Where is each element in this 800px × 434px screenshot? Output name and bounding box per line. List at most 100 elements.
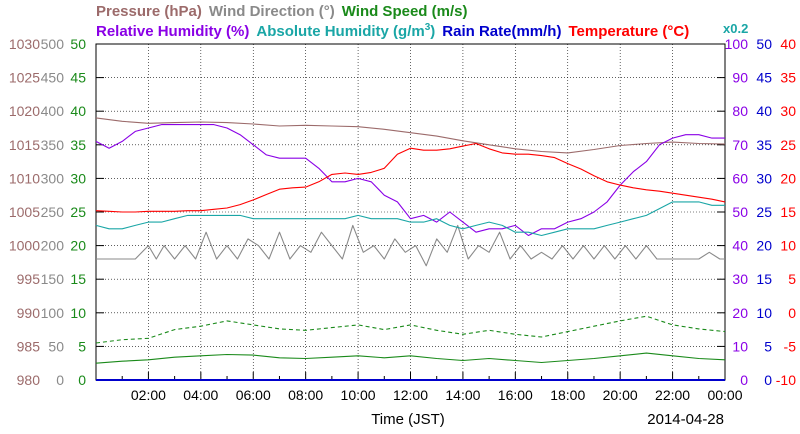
y-tick-label-rain-rate: 35 (756, 137, 772, 153)
y-tick-label-temperature: 40 (780, 36, 796, 52)
date-label: 2014-04-28 (647, 411, 724, 428)
y-tick-label-pressure: 985 (17, 338, 41, 354)
y-tick-label-wind-direction: 100 (41, 305, 65, 321)
x-tick-label: 06:00 (236, 387, 271, 403)
y-tick-label-pressure: 980 (17, 372, 41, 388)
x-tick-label: 16:00 (498, 387, 533, 403)
series-line-absolute-humidity-g-m3 (95, 201, 725, 237)
y-tick-label-temperature: 35 (780, 70, 796, 86)
y-tick-label-relative-humidity: 0 (740, 372, 748, 388)
x-tick-label: 08:00 (288, 387, 323, 403)
legend-item: Wind Speed (m/s) (342, 3, 468, 20)
y-tick-label-temperature: 15 (780, 204, 796, 220)
y-tick-label-rain-rate: 20 (756, 238, 772, 254)
y-tick-label-wind-speed: 25 (70, 204, 86, 220)
y-tick-label-wind-direction: 450 (41, 70, 65, 86)
y-tick-label-wind-speed: 20 (70, 238, 86, 254)
y-tick-label-temperature: -10 (776, 372, 796, 388)
legend-item: Pressure (hPa) (96, 3, 202, 20)
legend-item: Rain Rate(mm/h) (442, 23, 561, 40)
x-tick-label: 22:00 (655, 387, 690, 403)
y-tick-label-pressure: 1005 (9, 204, 40, 220)
y-tick-label-relative-humidity: 30 (732, 271, 748, 287)
y-tick-label-relative-humidity: 90 (732, 70, 748, 86)
y-tick-label-rain-rate: 50 (756, 36, 772, 52)
x-tick-label: 18:00 (550, 387, 585, 403)
legend-item: Relative Humidity (%) (96, 23, 249, 40)
y-tick-label-rain-rate: 40 (756, 103, 772, 119)
x-tick-label: 10:00 (341, 387, 376, 403)
y-tick-label-temperature: 5 (788, 271, 796, 287)
x-tick-label: 04:00 (183, 387, 218, 403)
y-tick-label-pressure: 1000 (9, 238, 40, 254)
y-tick-label-temperature: 10 (780, 238, 796, 254)
y-tick-label-pressure: 990 (17, 305, 41, 321)
y-tick-label-temperature: -5 (784, 338, 797, 354)
y-tick-label-rain-rate: 10 (756, 305, 772, 321)
y-tick-label-wind-direction: 300 (41, 170, 65, 186)
y-tick-label-wind-direction: 250 (41, 204, 65, 220)
y-tick-label-pressure: 1025 (9, 70, 40, 86)
legend-item-tail: ) (430, 23, 435, 40)
y-tick-label-rain-rate: 25 (756, 204, 772, 220)
y-tick-label-pressure: 1030 (9, 36, 40, 52)
y-tick-label-relative-humidity: 40 (732, 238, 748, 254)
y-tick-label-wind-speed: 50 (70, 36, 86, 52)
y-tick-label-wind-direction: 150 (41, 271, 65, 287)
y-tick-label-relative-humidity: 100 (725, 36, 749, 52)
y-tick-label-wind-speed: 45 (70, 70, 86, 86)
legend-item: Absolute Humidity (g/m (256, 23, 424, 40)
y-tick-label-pressure: 1015 (9, 137, 40, 153)
y-tick-label-wind-direction: 500 (41, 36, 65, 52)
y-tick-label-wind-speed: 10 (70, 305, 86, 321)
x0.2-scale-label: x0.2 (723, 21, 748, 36)
y-tick-label-wind-speed: 0 (78, 372, 86, 388)
x-tick-label: 02:00 (131, 387, 166, 403)
series-line-temperature-c (95, 142, 726, 213)
x-axis-label: Time (JST) (371, 411, 445, 428)
x-tick-label: 00:00 (707, 387, 742, 403)
y-tick-label-wind-speed: 35 (70, 137, 86, 153)
y-tick-label-rain-rate: 45 (756, 70, 772, 86)
x-tick-label: 20:00 (603, 387, 638, 403)
series-line-wind-direction (96, 224, 725, 267)
x-tick-label: 14:00 (445, 387, 480, 403)
y-tick-label-relative-humidity: 20 (732, 305, 748, 321)
y-tick-label-wind-speed: 5 (78, 338, 86, 354)
series-line-pressure-hpa (95, 117, 726, 154)
legend-item: Wind Direction (°) (209, 3, 335, 20)
y-tick-label-relative-humidity: 80 (732, 103, 748, 119)
y-tick-label-relative-humidity: 50 (732, 204, 748, 220)
y-tick-label-relative-humidity: 60 (732, 170, 748, 186)
y-tick-label-relative-humidity: 70 (732, 137, 748, 153)
y-tick-label-temperature: 25 (780, 137, 796, 153)
x-tick-label: 12:00 (393, 387, 428, 403)
y-tick-label-wind-direction: 200 (41, 238, 65, 254)
y-tick-label-rain-rate: 0 (764, 372, 772, 388)
y-tick-label-pressure: 995 (17, 271, 41, 287)
y-tick-label-wind-speed: 15 (70, 271, 86, 287)
y-tick-label-rain-rate: 15 (756, 271, 772, 287)
y-tick-label-wind-direction: 50 (48, 338, 64, 354)
legend-row: Pressure (hPa) Wind Direction (°) Wind Spe… (96, 3, 467, 20)
y-tick-label-pressure: 1020 (9, 103, 40, 119)
legend-item: Temperature (°C) (568, 23, 689, 40)
y-tick-label-wind-speed: 30 (70, 170, 86, 186)
y-tick-label-temperature: 30 (780, 103, 796, 119)
y-tick-label-wind-speed: 40 (70, 103, 86, 119)
y-tick-label-rain-rate: 30 (756, 170, 772, 186)
y-tick-label-relative-humidity: 10 (732, 338, 748, 354)
y-tick-label-temperature: 0 (788, 305, 796, 321)
y-tick-label-wind-direction: 0 (56, 372, 64, 388)
series-line-wind-speed-m-s (95, 352, 726, 364)
y-tick-label-rain-rate: 5 (764, 338, 772, 354)
y-tick-label-pressure: 1010 (9, 170, 40, 186)
y-tick-label-wind-direction: 400 (41, 103, 65, 119)
y-tick-label-wind-direction: 350 (41, 137, 65, 153)
series-line-wind-speed-m-s-peak (95, 315, 726, 344)
legend-superscript: 3 (425, 22, 431, 33)
legend-row: Relative Humidity (%) Absolute Humidity (… (96, 22, 689, 40)
y-tick-label-temperature: 20 (780, 170, 796, 186)
